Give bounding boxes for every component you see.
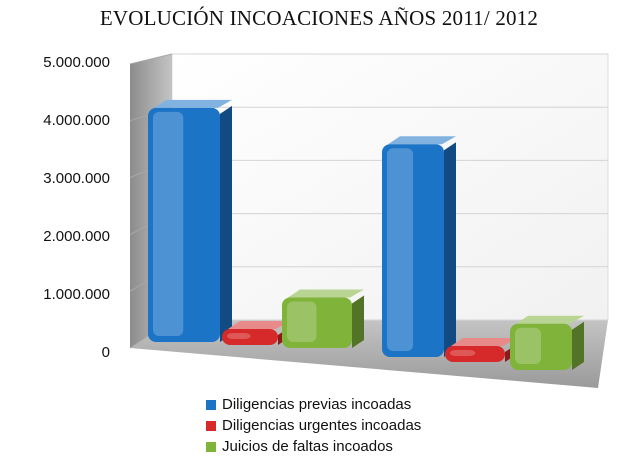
bar-1-group-2 bbox=[382, 136, 456, 357]
bar-front bbox=[282, 297, 352, 348]
bar-1-group-1 bbox=[148, 99, 232, 342]
bar-3-group-2 bbox=[510, 315, 584, 370]
legend-label: Diligencias previas incoadas bbox=[222, 396, 412, 413]
legend-item: Diligencias urgentes incoadas bbox=[206, 415, 421, 436]
chart-legend: Diligencias previas incoadas Diligencias … bbox=[206, 394, 421, 457]
bar-top bbox=[288, 289, 364, 298]
bar-highlight bbox=[287, 301, 317, 342]
bar-side bbox=[572, 321, 584, 370]
bar-highlight bbox=[227, 333, 251, 339]
legend-item: Juicios de faltas incoados bbox=[206, 436, 421, 457]
bar-top bbox=[154, 99, 232, 108]
bar-side bbox=[444, 142, 456, 357]
bar-front bbox=[510, 323, 572, 370]
legend-swatch bbox=[206, 420, 216, 431]
bar-side bbox=[352, 295, 364, 348]
bar-front bbox=[382, 144, 444, 357]
side-gridline bbox=[129, 53, 173, 65]
chart-title: EVOLUCIÓN INCOACIONES AÑOS 2011/ 2012 bbox=[99, 6, 539, 30]
legend-swatch bbox=[206, 441, 216, 452]
legend-label: Juicios de faltas incoados bbox=[222, 438, 393, 455]
y-axis-ticks: 0 1.000.000 2.000.000 3.000.000 4.000.000 5.0… bbox=[43, 54, 110, 361]
bar-highlight bbox=[387, 148, 414, 351]
bar-front bbox=[222, 329, 278, 345]
bar-front bbox=[148, 107, 220, 342]
chart-bars bbox=[148, 99, 584, 370]
bar-highlight bbox=[450, 350, 476, 356]
bar-top bbox=[451, 338, 517, 346]
y-tick-label: 1.000.000 bbox=[43, 286, 110, 303]
bar-3-group-1 bbox=[282, 289, 364, 348]
bar-highlight bbox=[153, 111, 184, 336]
legend-label: Diligencias urgentes incoadas bbox=[222, 417, 422, 434]
bar-top bbox=[228, 321, 290, 329]
bar-top bbox=[516, 315, 584, 324]
y-tick-label: 0 bbox=[102, 344, 110, 361]
bar-top bbox=[388, 136, 456, 145]
bar-front bbox=[445, 346, 505, 362]
legend-swatch bbox=[206, 399, 216, 410]
y-tick-label: 5.000.000 bbox=[43, 54, 110, 71]
bar-2-group-1 bbox=[222, 321, 290, 345]
bar-side bbox=[220, 105, 232, 342]
y-tick-label: 3.000.000 bbox=[43, 170, 110, 187]
y-tick-label: 2.000.000 bbox=[43, 228, 110, 245]
bar-highlight bbox=[515, 327, 542, 364]
legend-item: Diligencias previas incoadas bbox=[206, 394, 421, 415]
y-tick-label: 4.000.000 bbox=[43, 112, 110, 129]
